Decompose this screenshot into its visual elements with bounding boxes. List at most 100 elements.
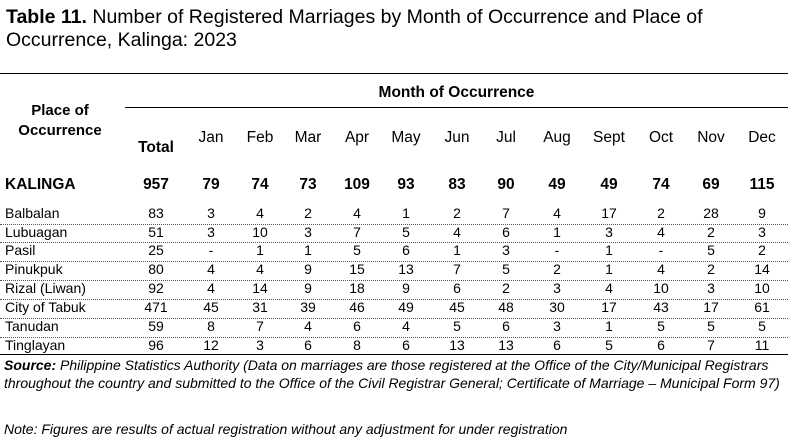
row-month-value: 5 [657,318,665,334]
row-month-value: 45 [203,299,219,315]
row-total-value: 96 [148,337,164,353]
header-month-nov: Nov [697,129,725,146]
table-row: Pinukpuk 80 4 4 9 15 13 7 5 2 1 4 2 14 [0,261,788,281]
header-month-jun: Jun [444,129,470,146]
row-month-value: 3 [758,224,766,240]
row-month-value: 9 [304,261,312,277]
row-month-value: 14 [252,280,268,296]
row-month-value: 46 [349,299,365,315]
row-month-value: 5 [707,242,715,258]
row-month-value: 3 [553,318,561,334]
header-month-of-occurrence: Month of Occurrence [378,84,535,101]
row-month-value: 17 [703,299,719,315]
row-month-value: 115 [749,176,775,193]
row-month-value: 31 [252,299,268,315]
row-month-value: 6 [402,242,410,258]
table-top-rule [0,73,788,74]
row-month-value: 6 [304,337,312,353]
table-title-label: Table 11. [6,6,87,28]
row-month-value: 5 [353,242,361,258]
source-text: Philippine Statistics Authority (Data on… [4,357,780,391]
row-month-value: 43 [653,299,669,315]
row-month-value: 74 [251,176,269,193]
row-month-value: 4 [207,280,215,296]
row-month-value: 2 [453,205,461,221]
row-month-value: 10 [754,280,770,296]
row-total-value: 80 [148,261,164,277]
row-place-name: Tanudan [5,318,59,334]
row-month-value: 3 [304,224,312,240]
table-row: Pasil 25 - 1 1 5 6 1 3 - 1 - 5 2 [0,242,788,262]
row-month-value: 2 [707,261,715,277]
row-month-value: 5 [707,318,715,334]
row-month-value: 14 [754,261,770,277]
row-month-value: 93 [397,176,415,193]
row-month-value: 17 [601,205,617,221]
row-month-value: 13 [398,261,414,277]
row-month-value: 13 [449,337,465,353]
row-month-value: 6 [502,224,510,240]
header-month-mar: Mar [294,129,322,146]
row-month-value: - [658,242,664,258]
row-month-value: 49 [398,299,414,315]
row-month-value: 1 [453,242,461,258]
row-total-value: 83 [148,205,164,221]
row-month-value: 4 [605,280,613,296]
row-month-value: 1 [256,242,264,258]
row-month-value: 3 [207,205,215,221]
row-month-value: 6 [353,318,361,334]
table-row: Tanudan 59 8 7 4 6 4 5 6 3 1 5 5 5 [0,318,788,338]
row-month-value: 1 [304,242,312,258]
header-place-of-occurrence: Place of Occurrence [18,102,102,139]
row-month-value: 45 [449,299,465,315]
row-month-value: 61 [754,299,770,315]
row-month-value: 48 [498,299,514,315]
row-month-value: 9 [758,205,766,221]
row-month-value: 2 [502,280,510,296]
table-row: Balbalan 83 3 4 2 4 1 2 7 4 17 2 28 9 [0,205,788,225]
row-month-value: 5 [402,224,410,240]
row-month-value: 49 [600,176,618,193]
row-month-value: 6 [657,337,665,353]
row-month-value: 109 [344,176,370,193]
row-month-value: 7 [353,224,361,240]
row-month-value: 5 [502,261,510,277]
row-place-name: KALINGA [5,176,76,193]
row-month-value: 1 [605,261,613,277]
row-month-value: 73 [299,176,317,193]
row-month-value: 49 [548,176,566,193]
source-label: Source: [4,357,57,373]
table-bottom-rule [0,354,788,355]
row-place-name: Tinglayan [5,337,66,353]
row-month-value: 4 [256,205,264,221]
row-month-value: 79 [202,176,220,193]
table-title: Table 11. Number of Registered Marriages… [6,6,782,52]
row-month-value: 10 [653,280,669,296]
row-place-name: Rizal (Liwan) [5,280,86,296]
row-month-value: 5 [453,318,461,334]
row-month-value: 7 [502,205,510,221]
row-month-value: 17 [601,299,617,315]
row-month-value: - [554,242,560,258]
row-month-value: 3 [553,280,561,296]
row-month-value: 90 [497,176,515,193]
header-total: Total [138,139,174,156]
header-month-oct: Oct [648,129,674,146]
table-row: Tinglayan 96 12 3 6 8 6 13 13 6 5 6 7 11 [0,337,788,355]
row-total-value: 471 [144,299,168,315]
row-month-value: 9 [402,280,410,296]
row-month-value: 2 [553,261,561,277]
row-month-value: 15 [349,261,365,277]
row-month-value: 4 [453,224,461,240]
table-title-text: Number of Registered Marriages by Month … [6,6,703,51]
row-month-value: 74 [652,176,670,193]
row-month-value: 4 [304,318,312,334]
row-month-value: 4 [657,261,665,277]
header-month-may: May [391,129,421,146]
table-row: Rizal (Liwan) 92 4 14 9 18 9 6 2 3 4 10 3 10 [0,280,788,300]
row-month-value: 4 [207,261,215,277]
row-total-value: 92 [148,280,164,296]
row-total-value: 25 [148,242,164,258]
header-month-sept: Sept [593,129,625,146]
row-month-value: 4 [353,205,361,221]
